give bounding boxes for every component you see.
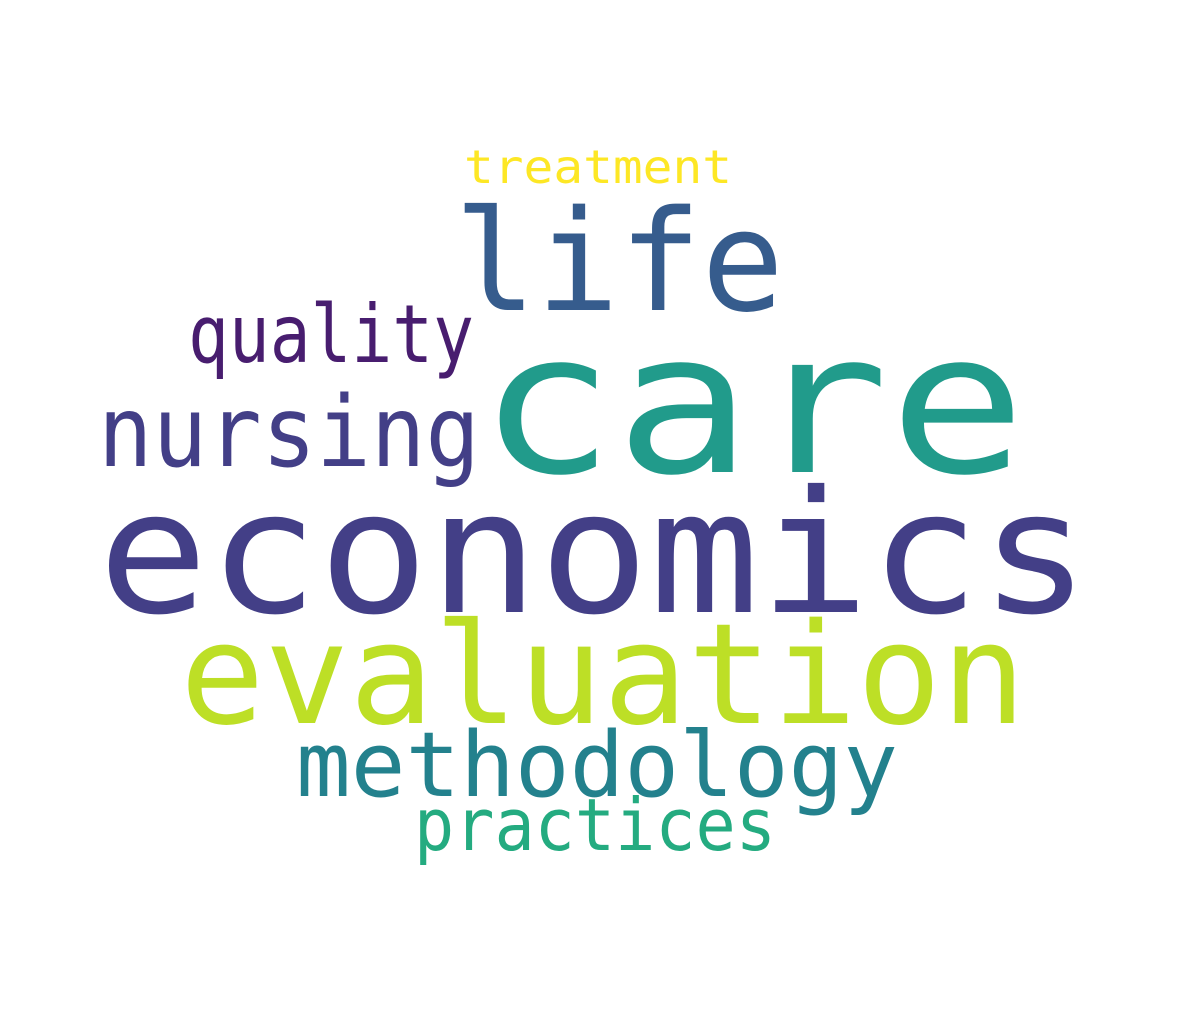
word-methodology: methodology	[296, 713, 898, 818]
word-economics: economics	[98, 455, 1090, 653]
word-quality: quality	[188, 288, 474, 381]
word-life: life	[454, 181, 784, 344]
word-care: care	[478, 291, 1026, 519]
word-treatment: treatment	[464, 140, 732, 194]
word-evaluation: evaluation	[180, 594, 1026, 757]
word-nursing: nursing	[98, 376, 480, 490]
word-practices: practices	[414, 783, 776, 867]
